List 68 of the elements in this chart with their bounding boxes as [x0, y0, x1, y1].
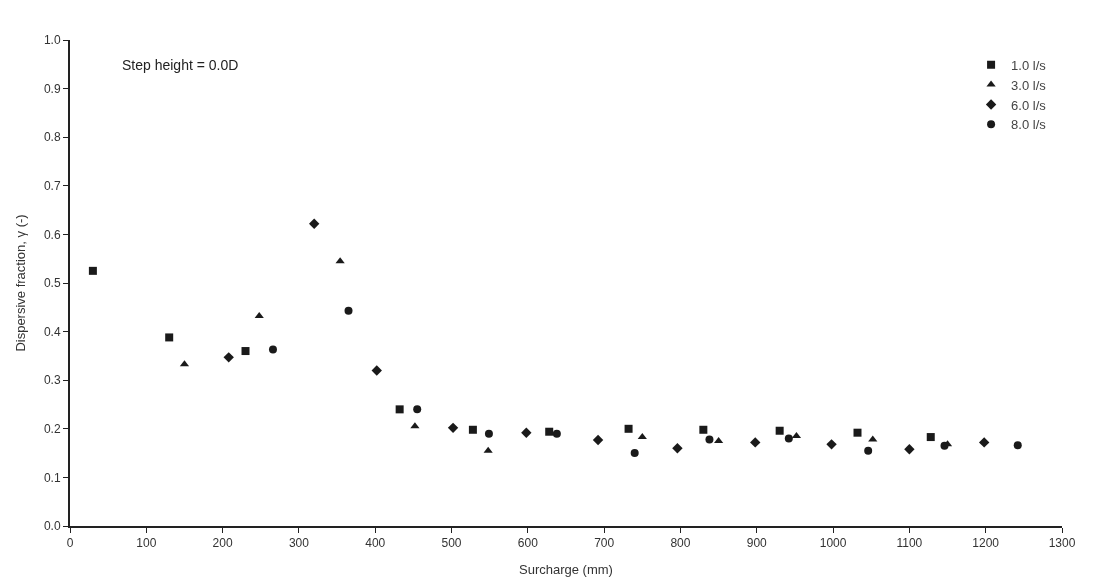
point	[223, 352, 234, 363]
point	[978, 437, 990, 448]
y-tick-label: 0.1	[43, 470, 61, 485]
x-tick-label: 400	[365, 536, 386, 551]
point	[468, 425, 477, 434]
point	[926, 433, 935, 442]
y-tick-label: 0.5	[43, 276, 61, 291]
point	[521, 427, 532, 438]
x-tick-label: 800	[670, 536, 691, 551]
point	[241, 347, 250, 356]
x-tick-label: 500	[441, 536, 462, 551]
point	[88, 266, 97, 275]
legend-label: 3.0 l/s	[1011, 77, 1047, 93]
point	[268, 345, 277, 354]
x-tick-label: 1000	[819, 536, 847, 551]
x-axis-title: Surcharge (mm)	[519, 561, 613, 577]
point	[784, 434, 793, 443]
y-tick-label: 0.6	[43, 227, 61, 242]
y-tick-label: 1.0	[43, 33, 61, 48]
y-tick-label: 0.7	[43, 179, 61, 193]
point	[395, 405, 404, 414]
point	[483, 446, 493, 453]
point	[853, 428, 862, 437]
y-tick-label: 0.3	[43, 373, 61, 388]
x-tick-label: 200	[212, 536, 233, 551]
x-tick-label: 300	[288, 536, 310, 551]
point	[344, 306, 353, 315]
point	[484, 429, 493, 438]
point	[637, 433, 647, 440]
point	[705, 435, 714, 444]
y-axis-title: Dispersive fraction, γ (-)	[13, 214, 29, 352]
x-tick-label: 900	[746, 536, 768, 551]
point	[165, 333, 174, 342]
annotation: Step height = 0.0D	[122, 57, 239, 73]
legend-label: 8.0 l/s	[1011, 117, 1047, 133]
legend-label: 6.0 l/s	[1011, 97, 1047, 113]
point	[552, 429, 561, 438]
y-tick-label: 0.4	[43, 324, 61, 339]
legend-label: 1.0 l/s	[1011, 57, 1047, 73]
point	[630, 449, 639, 458]
point	[371, 365, 382, 376]
point	[864, 446, 873, 455]
x-tick-label: 600	[517, 536, 539, 551]
x-tick-label: 700	[594, 536, 615, 551]
point	[624, 424, 633, 433]
point	[413, 405, 422, 414]
y-tick-label: 0.2	[43, 422, 61, 436]
point	[1013, 441, 1022, 450]
point	[592, 434, 604, 446]
x-tick-label: 1100	[896, 536, 923, 551]
y-tick-label: 0.8	[43, 130, 61, 145]
point	[826, 439, 837, 450]
x-tick-label: 0	[66, 536, 74, 551]
point	[672, 443, 683, 454]
point	[750, 437, 761, 448]
x-tick-label: 1200	[972, 536, 1000, 551]
point	[775, 426, 784, 435]
point	[308, 218, 320, 229]
x-tick-label: 100	[136, 536, 157, 551]
point	[545, 427, 554, 436]
point	[714, 436, 724, 443]
point	[699, 425, 708, 434]
y-tick-label: 0.9	[43, 81, 61, 96]
x-tick-label: 1300	[1048, 536, 1076, 551]
y-tick-label: 0.0	[43, 519, 61, 534]
point	[254, 312, 264, 319]
point	[904, 444, 915, 455]
point	[447, 422, 459, 434]
